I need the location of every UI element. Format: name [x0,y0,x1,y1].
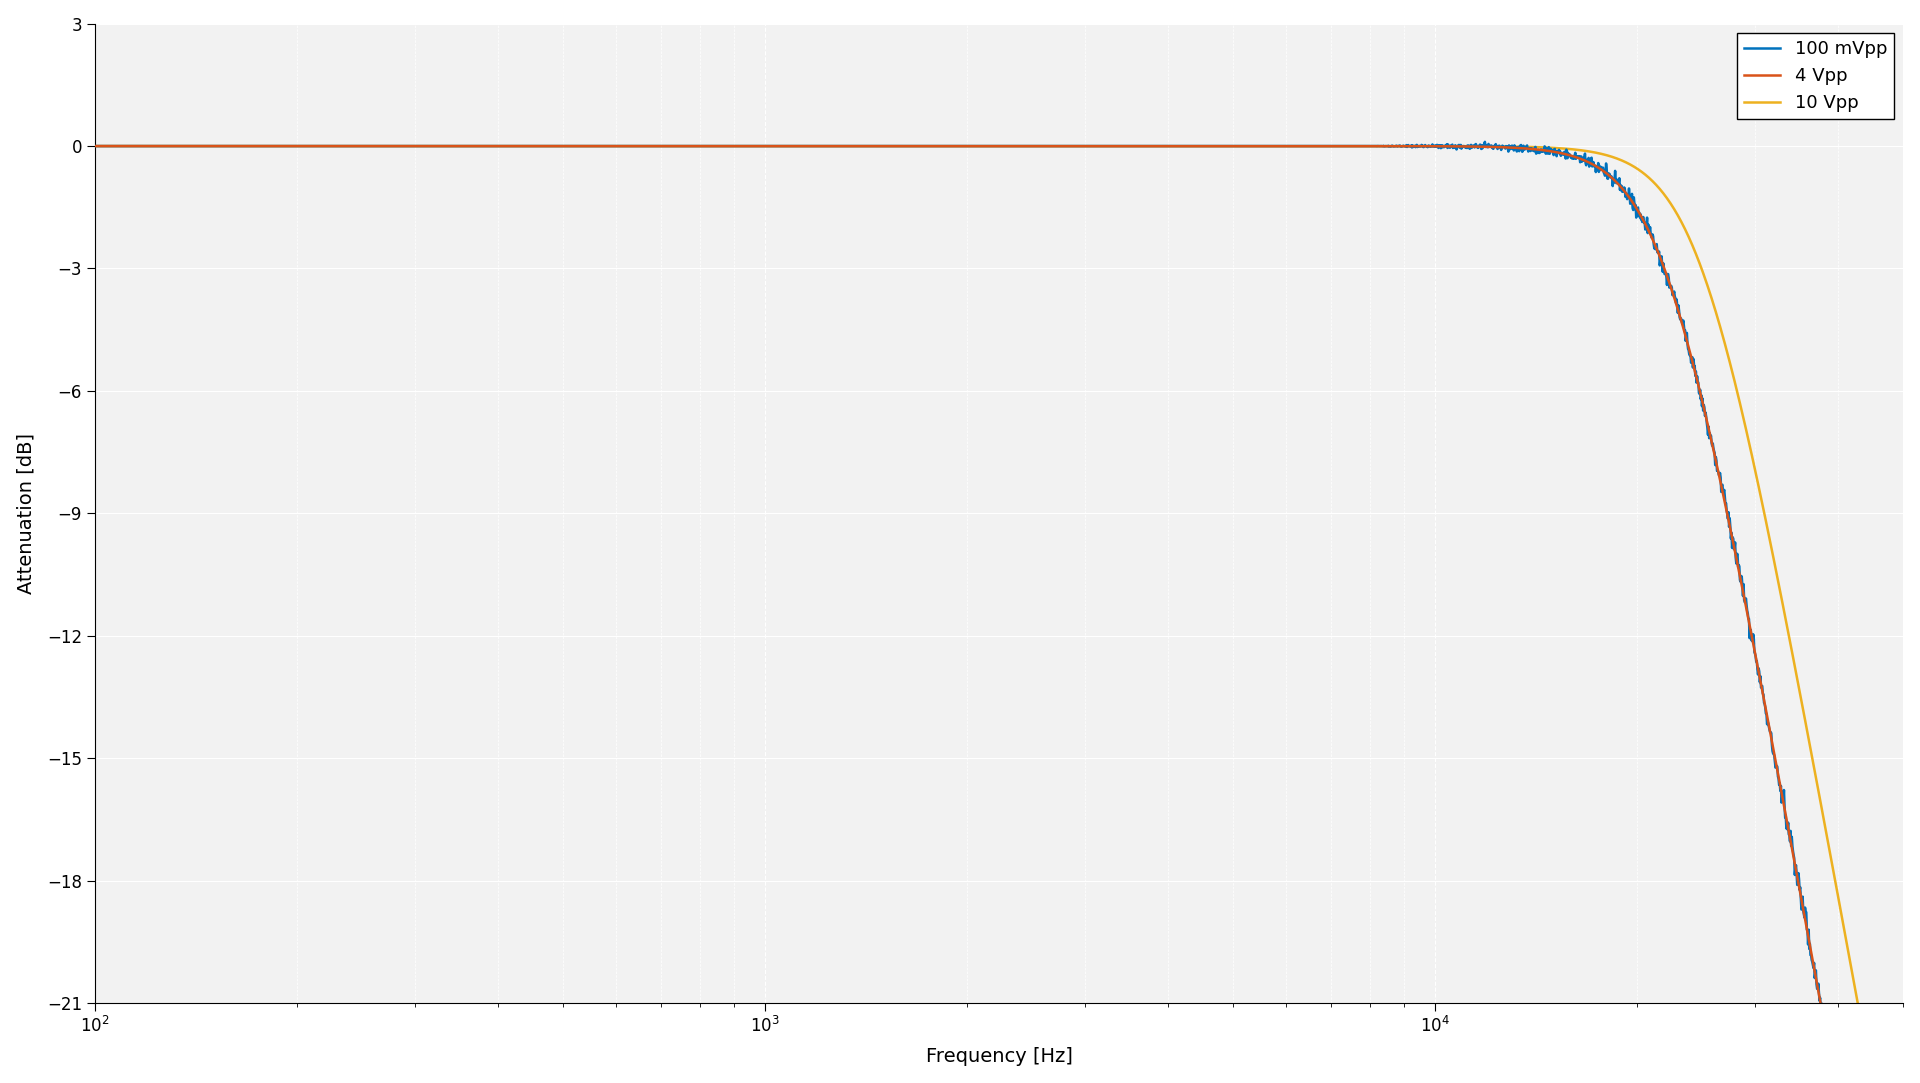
10 Vpp [290,140,313,153]
100 mVpp [1663,287,1686,300]
10 Vpp [778,140,801,153]
100 mVpp [397,140,420,153]
Legend: 100 mVpp, 4 Vpp, 10 Vpp: 100 mVpp, 4 Vpp, 10 Vpp [1738,32,1895,119]
10 Vpp [84,140,108,153]
100 mVpp [854,140,877,153]
4 Vpp [1661,287,1684,300]
4 Vpp [397,140,420,153]
4 Vpp [84,140,108,153]
10 Vpp [397,140,420,153]
Line: 4 Vpp: 4 Vpp [96,146,1903,1083]
100 mVpp [84,140,108,153]
Line: 10 Vpp: 10 Vpp [96,146,1903,1083]
100 mVpp [290,140,313,153]
4 Vpp [778,140,801,153]
10 Vpp [1857,1052,1880,1065]
Y-axis label: Attenuation [dB]: Attenuation [dB] [17,433,36,593]
100 mVpp [1473,135,1496,148]
4 Vpp [854,140,877,153]
4 Vpp [290,140,313,153]
X-axis label: Frequency [Hz]: Frequency [Hz] [925,1047,1073,1067]
Line: 100 mVpp: 100 mVpp [96,142,1903,1083]
10 Vpp [1661,200,1684,213]
100 mVpp [778,140,801,153]
10 Vpp [854,140,877,153]
